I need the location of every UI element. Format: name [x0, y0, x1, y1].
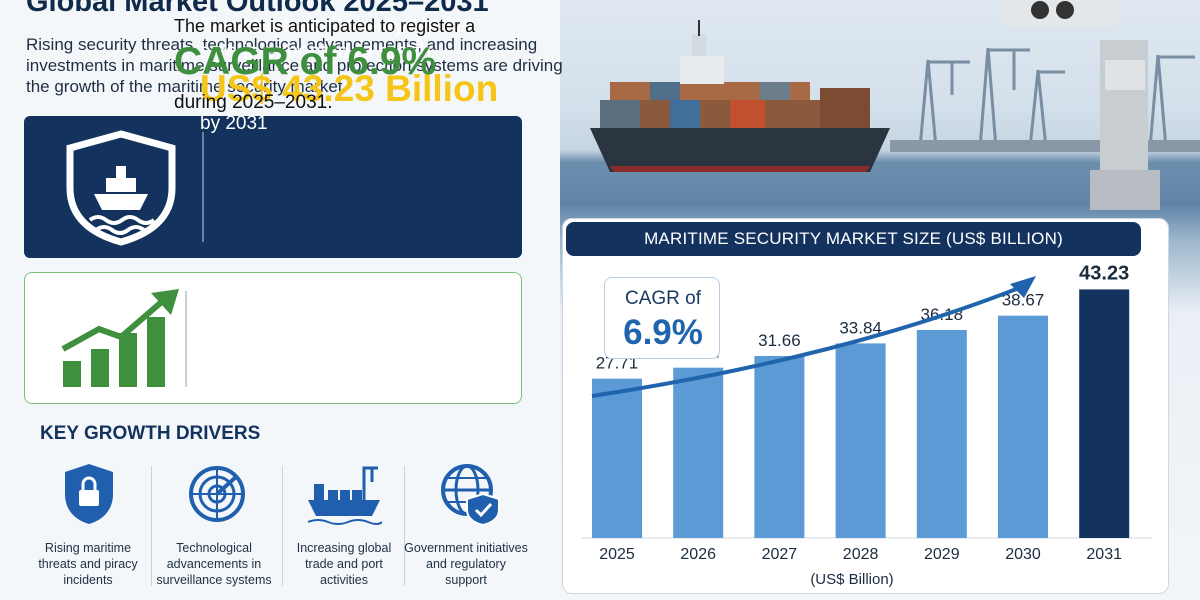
- bar-2030: [998, 315, 1048, 538]
- driver-label: Technological advancements in surveillan…: [156, 541, 272, 587]
- tick-label-2027: 2027: [762, 546, 798, 563]
- driver-item: Technological advancements in surveillan…: [152, 462, 276, 592]
- harbor-scene-illustration: [590, 0, 1200, 210]
- bar-2027: [754, 355, 805, 538]
- cagr-line-1: The market is anticipated to register a: [174, 16, 476, 36]
- driver-label: Rising maritime threats and piracy incid…: [38, 541, 138, 587]
- drivers-title: KEY GROWTH DRIVERS: [40, 423, 261, 444]
- size-line-1: The Maritime Security Market: [200, 14, 475, 37]
- tick-label-2028: 2028: [843, 546, 879, 563]
- cagr-annotation-value: 6.9%: [623, 313, 703, 352]
- surveillance-camera: [1000, 0, 1160, 210]
- cagr-value: CAGR of 6.9%: [174, 40, 437, 83]
- port-cranes: [918, 47, 1195, 149]
- data-label-2031: 43.23: [1079, 262, 1129, 284]
- lock-shield-icon: [65, 464, 113, 524]
- cagr-line-2: during 2025–2031.: [174, 92, 333, 113]
- radar-icon: [189, 466, 245, 522]
- bar-2031: [1079, 289, 1130, 538]
- growth-chart-icon: [61, 289, 179, 387]
- driver-item: Rising maritime threats and piracy incid…: [26, 462, 150, 592]
- tick-label-2031: 2031: [1086, 546, 1122, 563]
- cagr-annotation: CAGR of 6.9%: [604, 277, 720, 359]
- data-label-2030: 38.67: [1002, 291, 1045, 310]
- x-axis-label: (US$ Billion): [810, 571, 893, 588]
- tick-label-2030: 2030: [1005, 546, 1041, 563]
- ship-shield-icon: [66, 130, 176, 246]
- cargo-ship: [590, 20, 890, 172]
- driver-separator: [404, 466, 405, 586]
- bar-2029: [916, 329, 967, 538]
- card-divider: [202, 132, 204, 242]
- driver-separator: [282, 466, 283, 586]
- driver-item: Increasing global trade and port activit…: [282, 462, 406, 592]
- bar-2028: [835, 343, 886, 538]
- market-size-card: [24, 116, 522, 258]
- tick-label-2025: 2025: [599, 546, 635, 563]
- bar-2026: [673, 367, 724, 538]
- size-line-3: by 2031: [200, 113, 268, 134]
- growth-arrow-head: [1010, 276, 1036, 298]
- data-label-2028: 33.84: [839, 318, 882, 337]
- bar-chart: 27.71202529.62202631.66202733.84202836.1…: [582, 262, 1152, 588]
- globe-shield-icon: [441, 464, 500, 526]
- bar-2025: [592, 378, 642, 538]
- tick-label-2026: 2026: [680, 546, 716, 563]
- cagr-card: [24, 272, 522, 404]
- driver-item: Government initiatives and regulatory su…: [404, 462, 528, 592]
- driver-label: Increasing global trade and port activit…: [296, 541, 392, 587]
- cargo-ship-icon: [307, 466, 382, 525]
- size-line-2: size is expected to reach: [200, 40, 432, 63]
- growth-arrow: [591, 284, 1025, 398]
- size-value: US$ 43.23 Billion: [200, 68, 499, 109]
- intro-text: Rising security threats, technological a…: [26, 35, 563, 96]
- driver-separator: [151, 466, 152, 586]
- page-title: Global Market Outlook 2025–2031: [26, 0, 489, 18]
- cagr-annotation-label: CAGR of: [624, 288, 702, 309]
- chart-title: MARITIME SECURITY MARKET SIZE (US$ BILLI…: [566, 222, 1141, 256]
- tick-label-2029: 2029: [924, 546, 960, 563]
- data-label-2027: 31.66: [758, 331, 801, 350]
- card-divider: [185, 291, 187, 387]
- driver-label: Government initiatives and regulatory su…: [404, 541, 528, 587]
